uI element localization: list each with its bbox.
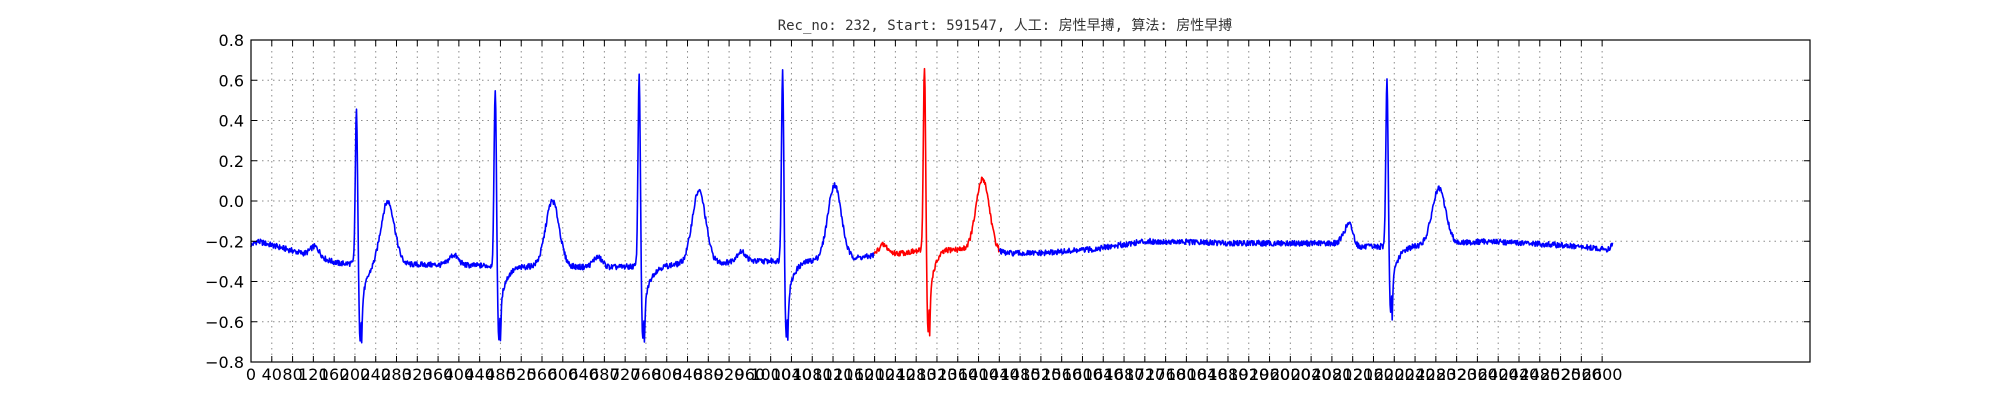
x-tick-label: 760 — [631, 365, 662, 384]
x-tick-label: 1240 — [875, 365, 916, 384]
x-tick-label: 1520 — [1021, 365, 1062, 384]
x-tick-label: 1040 — [771, 365, 812, 384]
x-tick-label: 880 — [693, 365, 724, 384]
x-tick-label: 1360 — [937, 365, 978, 384]
x-tick-label: 1080 — [792, 365, 833, 384]
x-tick-label: 2000 — [1270, 365, 1311, 384]
x-tick-label: 2240 — [1395, 365, 1436, 384]
ecg-trace-highlight — [873, 67, 1001, 337]
x-tick-label: 1840 — [1187, 365, 1228, 384]
x-tick-label: 960 — [735, 365, 766, 384]
y-tick-label: 0.4 — [219, 112, 244, 131]
x-tick-label: 0 — [246, 365, 256, 384]
y-tick-label: −0.2 — [205, 232, 244, 251]
x-tick-label: 1640 — [1083, 365, 1124, 384]
x-tick-label: 160 — [319, 365, 350, 384]
x-tick-label: 240 — [360, 365, 391, 384]
x-tick-label: 480 — [485, 365, 516, 384]
x-tick-label: 2600 — [1582, 365, 1623, 384]
x-tick-label: 1720 — [1124, 365, 1165, 384]
y-tick-label: −0.6 — [205, 313, 244, 332]
ecg-trace — [250, 68, 875, 344]
x-tick-label: 1920 — [1228, 365, 1269, 384]
x-axis: 0 40 8012016020024028032036040044048052056… — [246, 40, 1623, 384]
x-tick-label: 2400 — [1478, 365, 1519, 384]
x-tick-label: 2160 — [1353, 365, 1394, 384]
x-tick-label: 2320 — [1436, 365, 1477, 384]
x-tick-label: 1880 — [1208, 365, 1249, 384]
x-tick-label: 1480 — [1000, 365, 1041, 384]
y-tick-label: −0.4 — [205, 273, 244, 292]
x-tick-label: 520 — [506, 365, 537, 384]
x-tick-label: 1200 — [854, 365, 895, 384]
x-tick-label: 2200 — [1374, 365, 1415, 384]
x-tick-label: 2080 — [1312, 365, 1353, 384]
y-tick-label: 0.0 — [219, 192, 244, 211]
x-tick-label: 80 — [282, 365, 302, 384]
x-tick-label: 2560 — [1561, 365, 1602, 384]
x-tick-label: 1000 — [750, 365, 791, 384]
x-tick-label: 1560 — [1041, 365, 1082, 384]
x-tick-label: 2040 — [1291, 365, 1332, 384]
chart-title: Rec_no: 232, Start: 591547, 人工: 房性早搏, 算法… — [778, 17, 1233, 34]
x-tick-label: 360 — [423, 365, 454, 384]
x-tick-label: 800 — [651, 365, 682, 384]
x-tick-label: 2520 — [1540, 365, 1581, 384]
x-tick-label: 2480 — [1519, 365, 1560, 384]
y-tick-label: 0.8 — [219, 31, 244, 50]
y-tick-label: 0.6 — [219, 71, 244, 90]
x-tick-label: 2120 — [1332, 365, 1373, 384]
grid-layer — [251, 40, 1810, 362]
x-tick-label: 720 — [610, 365, 641, 384]
x-tick-label: 440 — [464, 365, 495, 384]
x-tick-label: 680 — [589, 365, 620, 384]
x-tick-label: 600 — [548, 365, 579, 384]
y-tick-label: 0.2 — [219, 152, 244, 171]
x-tick-label: 640 — [568, 365, 599, 384]
x-tick-label: 400 — [444, 365, 475, 384]
x-tick-label: 120 — [298, 365, 329, 384]
x-tick-label: 1440 — [979, 365, 1020, 384]
x-tick-label: 1960 — [1249, 365, 1290, 384]
x-tick-label: 280 — [381, 365, 412, 384]
x-tick-label: 2360 — [1457, 365, 1498, 384]
x-tick-label: 1160 — [833, 365, 874, 384]
x-tick-label: 1320 — [917, 365, 958, 384]
x-tick-label: 1280 — [896, 365, 937, 384]
series-layer — [250, 67, 1614, 344]
x-tick-label: 320 — [402, 365, 433, 384]
x-tick-label: 560 — [527, 365, 558, 384]
x-tick-label: 200 — [340, 365, 371, 384]
x-tick-label: 1800 — [1166, 365, 1207, 384]
x-tick-label: 2280 — [1415, 365, 1456, 384]
x-tick-label: 2440 — [1499, 365, 1540, 384]
plot-frame — [250, 39, 1811, 363]
x-tick-label: 1680 — [1104, 365, 1145, 384]
x-tick-label: 40 — [262, 365, 282, 384]
y-tick-label: −0.8 — [205, 353, 244, 372]
x-tick-label: 920 — [714, 365, 745, 384]
x-tick-label: 1400 — [958, 365, 999, 384]
x-tick-label: 1120 — [813, 365, 854, 384]
y-axis: −0.8 −0.6 −0.4 −0.2 0.0 0.2 0.4 0.6 0.8 — [205, 31, 1810, 372]
x-tick-label: 840 — [672, 365, 703, 384]
x-tick-label: 1760 — [1145, 365, 1186, 384]
x-tick-label: 1600 — [1062, 365, 1103, 384]
ecg-trace — [998, 78, 1614, 321]
